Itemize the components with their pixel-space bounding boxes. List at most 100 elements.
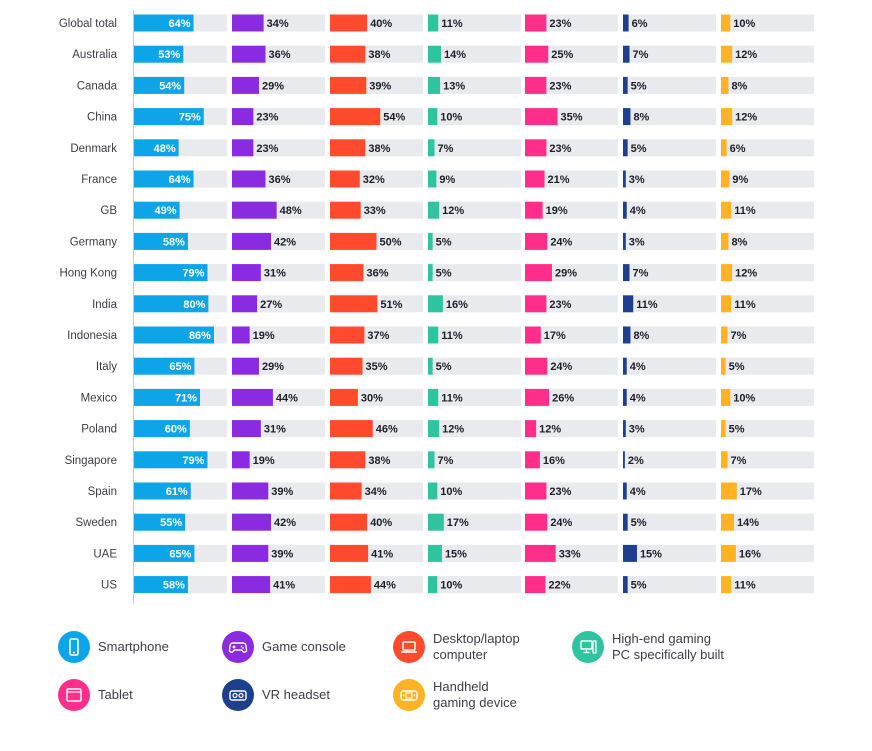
bar xyxy=(623,108,631,126)
bar xyxy=(525,76,547,94)
data-label: 24% xyxy=(550,236,572,248)
data-label: 44% xyxy=(276,392,298,404)
bar xyxy=(134,76,185,94)
country-label: Mexico xyxy=(81,392,117,404)
bar xyxy=(330,45,366,63)
data-label: 38% xyxy=(368,455,390,467)
bar xyxy=(721,357,726,375)
bar xyxy=(232,76,259,94)
bar xyxy=(428,232,433,250)
data-label: 60% xyxy=(165,424,187,436)
bar xyxy=(330,482,362,500)
data-label: 11% xyxy=(441,392,463,404)
data-label: 5% xyxy=(631,580,647,592)
data-label: 14% xyxy=(737,517,759,529)
bar xyxy=(232,451,250,469)
country-label: Canada xyxy=(77,80,118,92)
bar-track xyxy=(623,482,716,500)
data-label: 58% xyxy=(163,580,185,592)
bar xyxy=(721,76,729,94)
bar-track xyxy=(623,451,716,469)
country-label: Sweden xyxy=(75,517,117,529)
data-label: 5% xyxy=(436,236,452,248)
bar-track xyxy=(623,326,716,344)
bar-track xyxy=(428,14,521,32)
data-label: 86% xyxy=(189,330,211,342)
bar-track xyxy=(721,201,814,219)
bar-track xyxy=(721,576,814,594)
data-label: 38% xyxy=(368,143,390,155)
legend-label: Desktop/laptop computer xyxy=(433,631,520,662)
bar-track xyxy=(623,295,716,313)
bar-track xyxy=(623,14,716,32)
legend-label: High-end gaming PC specifically built xyxy=(612,631,724,662)
bar-track xyxy=(428,451,521,469)
bar-track xyxy=(428,76,521,94)
bar xyxy=(134,388,201,406)
bar-track xyxy=(721,264,814,282)
bar xyxy=(721,326,728,344)
data-label: 11% xyxy=(734,205,756,217)
bar xyxy=(428,513,444,531)
bar xyxy=(134,170,194,188)
data-label: 4% xyxy=(630,361,646,373)
bar-track xyxy=(525,295,618,313)
data-label: 38% xyxy=(368,49,390,61)
data-label: 36% xyxy=(268,49,290,61)
legend-label: VR headset xyxy=(262,687,330,702)
bar xyxy=(330,295,378,313)
bar xyxy=(428,76,441,94)
data-label: 41% xyxy=(371,548,393,560)
bar xyxy=(232,232,272,250)
bar-track xyxy=(623,513,716,531)
bar xyxy=(232,264,261,282)
bar xyxy=(525,544,556,562)
bar xyxy=(721,420,726,438)
bar xyxy=(134,14,194,32)
bar-track xyxy=(721,139,814,157)
data-label: 9% xyxy=(439,174,455,186)
bar-track xyxy=(623,139,716,157)
bar xyxy=(330,513,368,531)
bar xyxy=(232,201,277,219)
data-label: 10% xyxy=(440,486,462,498)
handheld-console-icon xyxy=(393,679,425,711)
bar xyxy=(428,482,438,500)
data-label: 12% xyxy=(442,424,464,436)
country-label: GB xyxy=(100,205,117,217)
data-label: 4% xyxy=(630,392,646,404)
data-label: 79% xyxy=(182,268,204,280)
data-label: 29% xyxy=(262,80,284,92)
bar-track xyxy=(623,108,716,126)
bar xyxy=(330,544,369,562)
data-label: 10% xyxy=(733,392,755,404)
data-label: 7% xyxy=(633,49,649,61)
bar-track xyxy=(623,264,716,282)
data-label: 41% xyxy=(273,580,295,592)
bar xyxy=(232,420,261,438)
bar-track xyxy=(623,45,716,63)
data-label: 8% xyxy=(633,330,649,342)
bar-track xyxy=(428,357,521,375)
data-label: 5% xyxy=(631,143,647,155)
bar-track xyxy=(623,357,716,375)
bar-track xyxy=(623,420,716,438)
bar xyxy=(525,232,548,250)
data-label: 12% xyxy=(539,424,561,436)
data-label: 10% xyxy=(440,580,462,592)
data-label: 5% xyxy=(631,517,647,529)
data-label: 30% xyxy=(361,392,383,404)
data-label: 7% xyxy=(731,330,747,342)
bar xyxy=(623,451,625,469)
smartphone-icon xyxy=(58,631,90,663)
data-label: 53% xyxy=(158,49,180,61)
bar xyxy=(623,357,627,375)
data-label: 32% xyxy=(363,174,385,186)
bar-track xyxy=(525,513,618,531)
country-label: Australia xyxy=(72,49,117,61)
bar-track xyxy=(232,139,325,157)
bar xyxy=(134,357,195,375)
bar xyxy=(330,420,373,438)
data-label: 23% xyxy=(256,112,278,124)
bar xyxy=(525,14,547,32)
